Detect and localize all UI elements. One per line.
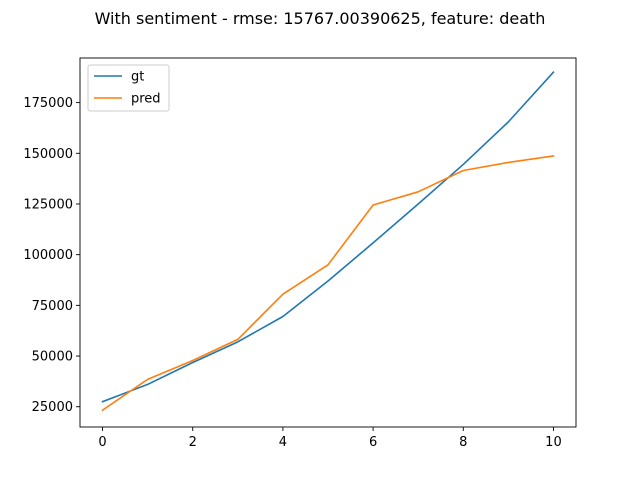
- plot-area: 0 2 4 6 8 10 25000 50000 75000 100000 125000 150000…: [23, 57, 577, 450]
- y-tick-label: 25000: [32, 400, 73, 415]
- x-tick-label: 0: [98, 435, 106, 450]
- series-line-gt: [101, 71, 555, 403]
- y-tick-label: 50000: [32, 350, 73, 365]
- x-tick-label: 10: [545, 435, 562, 450]
- axes-frame: [79, 57, 577, 428]
- legend-label-pred: pred: [131, 92, 161, 107]
- y-tick-label: 175000: [23, 96, 73, 111]
- y-tick-label: 150000: [23, 147, 73, 162]
- x-tick-label: 6: [369, 435, 377, 450]
- x-tick-label: 4: [279, 435, 287, 450]
- x-tick-label: 8: [459, 435, 467, 450]
- chart-title: With sentiment - rmse: 15767.00390625, f…: [95, 9, 546, 28]
- legend: gt pred: [87, 64, 170, 112]
- y-tick-label: 100000: [23, 248, 73, 263]
- y-tick-label: 125000: [23, 197, 73, 212]
- y-tick-label: 75000: [32, 299, 73, 314]
- x-tick-label: 2: [189, 435, 197, 450]
- series-line-pred: [101, 155, 555, 412]
- legend-label-gt: gt: [131, 70, 144, 85]
